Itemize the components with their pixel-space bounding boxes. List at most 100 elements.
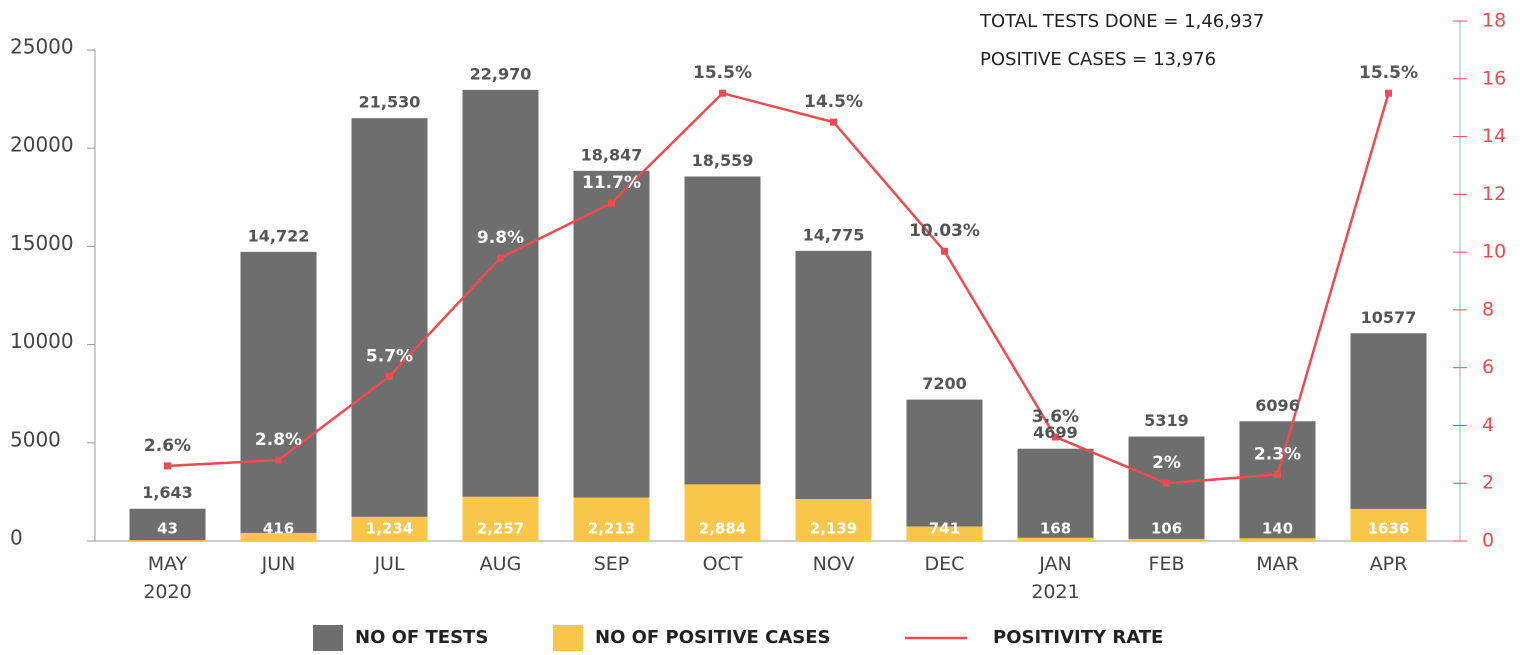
bar: [129, 540, 206, 541]
x-tick-label: OCT: [702, 553, 743, 575]
x-tick-label: JAN 2021: [1031, 553, 1080, 603]
x-tick-label: SEP: [593, 553, 630, 575]
bar: [129, 508, 206, 541]
bar: [1350, 333, 1427, 541]
x-tick-label: APR: [1369, 553, 1408, 575]
y-tick-label: 15000: [10, 231, 74, 255]
bar: [462, 89, 539, 541]
data-label: 2.6%: [144, 436, 191, 456]
bar: [1239, 538, 1316, 541]
data-label: 416: [263, 520, 294, 538]
bar: [795, 498, 872, 541]
data-label: 2,213: [588, 520, 635, 538]
annotation: POSITIVE CASES = 13,976: [980, 49, 1216, 70]
bar: [240, 251, 317, 541]
bar: [351, 516, 428, 541]
data-label: 7200: [922, 374, 967, 393]
bar: [573, 170, 650, 542]
line: [167, 91, 1390, 485]
bar: [684, 176, 761, 542]
legend-label: POSITIVITY RATE: [993, 627, 1163, 648]
y-tick-label: 20000: [10, 133, 74, 157]
bar: [795, 250, 872, 541]
y2-tick-label: 10: [1482, 241, 1506, 263]
y2-tick-label: 8: [1482, 298, 1494, 320]
data-label: 14,722: [248, 226, 310, 245]
legend-label: NO OF TESTS: [355, 627, 488, 648]
data-label: 1,643: [142, 483, 193, 502]
data-label: 43: [157, 520, 178, 538]
bar: [1017, 448, 1094, 541]
point: [1052, 433, 1059, 441]
data-label: 18,847: [581, 145, 643, 164]
data-label: 2,139: [810, 520, 857, 538]
y-tick-label: 5000: [10, 427, 61, 451]
data-label: 3.6%: [1032, 407, 1079, 427]
data-label: 2.3%: [1254, 445, 1301, 465]
point: [386, 372, 393, 380]
data-label: 22,970: [470, 64, 532, 83]
y2-tick-label: 2: [1482, 472, 1494, 494]
x-tick-label: NOV: [812, 553, 855, 575]
data-label: 5319: [1144, 411, 1189, 430]
point: [830, 118, 837, 126]
bar: [1128, 436, 1205, 541]
y2-tick-label: 16: [1482, 67, 1506, 89]
x-tick-label: FEB: [1148, 553, 1185, 575]
point: [941, 247, 948, 255]
bar: [684, 484, 761, 541]
data-label: 14.5%: [804, 92, 863, 112]
y2-tick-label: 12: [1482, 183, 1506, 205]
bar: [1239, 421, 1316, 541]
point: [608, 199, 615, 207]
data-label: 5.7%: [366, 346, 413, 366]
point: [1163, 479, 1170, 487]
data-label: 2%: [1152, 453, 1181, 473]
point: [275, 456, 282, 464]
data-label: 2,884: [699, 520, 746, 538]
data-label: 14,775: [803, 225, 865, 244]
bar: [906, 526, 983, 541]
data-label: 18,559: [692, 151, 754, 170]
data-label: 4699: [1033, 423, 1078, 442]
y-tick-label: 0: [10, 526, 23, 550]
legend-swatch: [313, 625, 343, 651]
data-label: 140: [1262, 520, 1293, 538]
bar: [1017, 537, 1094, 541]
data-label: 15.5%: [1359, 63, 1418, 83]
point: [164, 462, 171, 470]
bar: [1350, 508, 1427, 541]
y-tick-label: 25000: [10, 35, 74, 59]
data-label: 10.03%: [909, 221, 980, 241]
data-label: 168: [1040, 520, 1071, 538]
y-tick-label: 10000: [10, 329, 74, 353]
x-tick-label: JUN: [261, 553, 296, 575]
x-tick-label: DEC: [924, 553, 965, 575]
point: [1385, 89, 1392, 97]
y2-tick-label: 6: [1482, 356, 1494, 378]
y2-tick-label: 18: [1482, 10, 1506, 32]
data-label: 1,234: [366, 520, 413, 538]
data-label: 2,257: [477, 520, 524, 538]
point: [497, 254, 504, 262]
legend-label: NO OF POSITIVE CASES: [595, 627, 831, 648]
data-label: 21,530: [359, 93, 421, 112]
data-label: 11.7%: [582, 173, 641, 193]
annotation: TOTAL TESTS DONE = 1,46,937: [979, 11, 1264, 32]
legend-swatch: [553, 625, 583, 651]
point: [1274, 471, 1281, 479]
bar: [573, 497, 650, 541]
x-tick-label: MAY 2020: [143, 553, 192, 603]
bar: [351, 118, 428, 541]
y2-tick-label: 14: [1482, 125, 1506, 147]
x-tick-label: JUL: [374, 553, 405, 575]
data-label: 9.8%: [477, 228, 524, 248]
data-label: 2.8%: [255, 430, 302, 450]
y2-tick-label: 0: [1482, 530, 1494, 552]
bar: [1128, 538, 1205, 541]
bar: [240, 532, 317, 541]
bar: [906, 399, 983, 541]
data-label: 1636: [1368, 520, 1410, 538]
